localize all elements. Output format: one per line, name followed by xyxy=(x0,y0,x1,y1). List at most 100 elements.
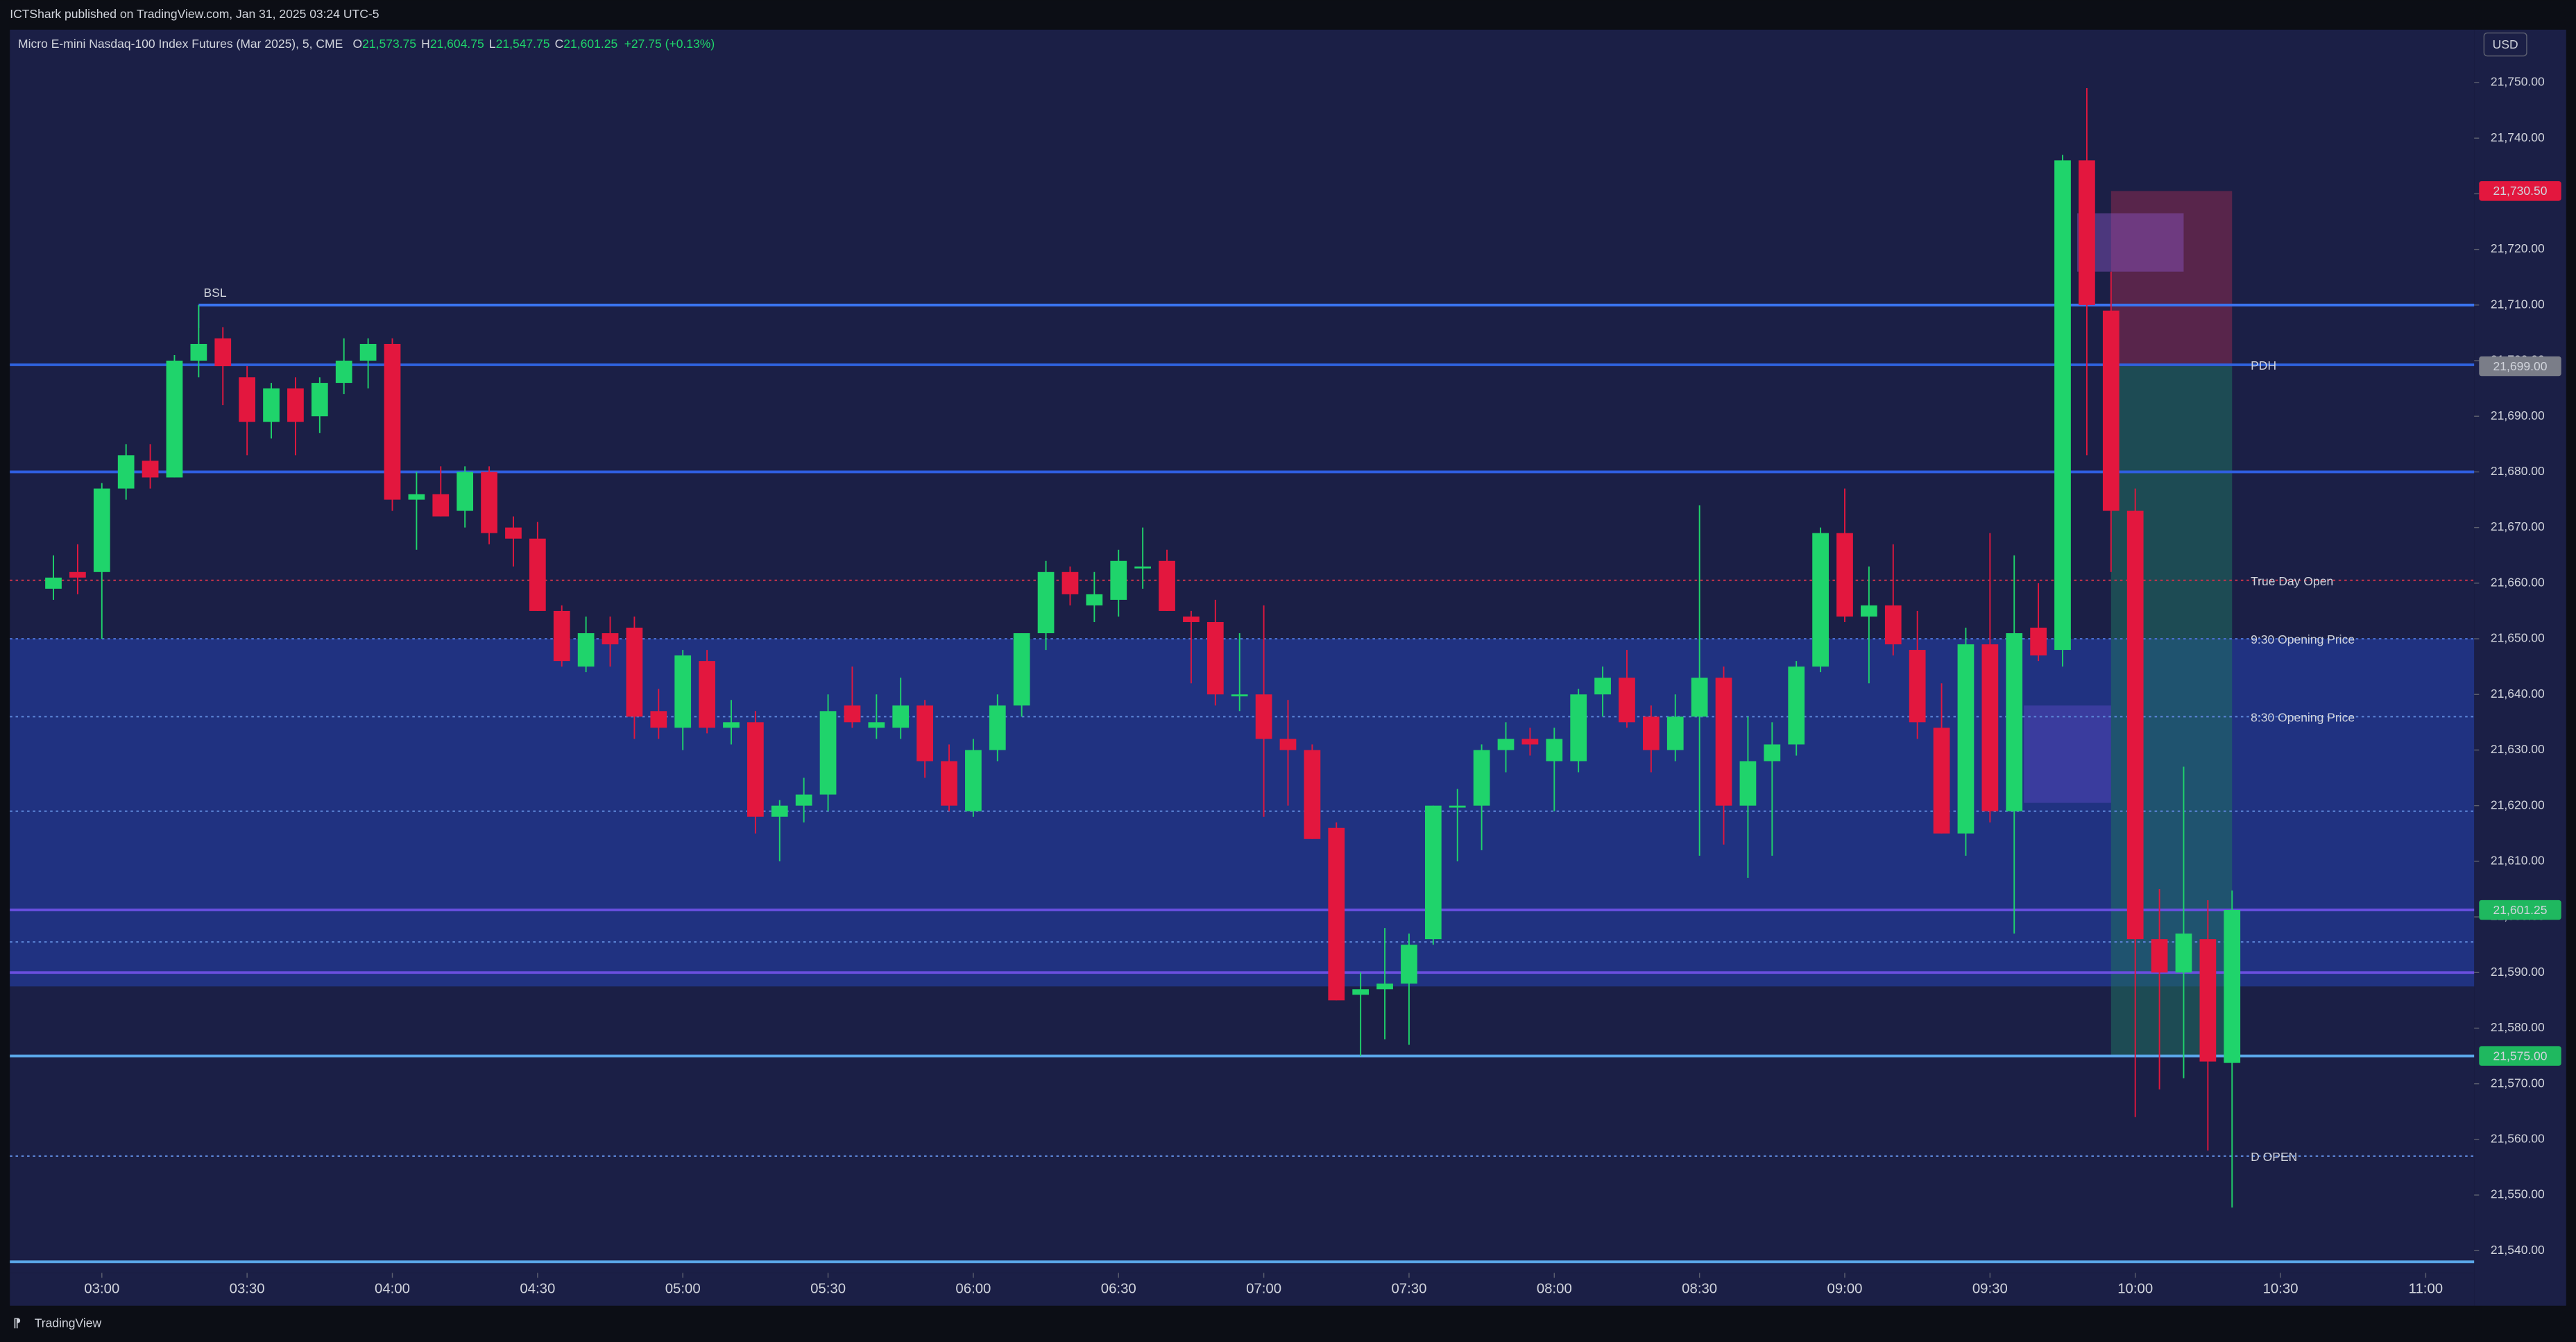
candle-body xyxy=(2079,160,2095,305)
candle-body xyxy=(1739,761,1757,806)
candle-body xyxy=(432,494,450,517)
candle-body xyxy=(2126,510,2144,940)
ohlc-key: H xyxy=(421,37,430,51)
x-tick-label: 05:30 xyxy=(810,1281,846,1296)
candle-body xyxy=(1546,739,1563,762)
axes: 21,540.00 21,550.00 21,560.00 21,570.00 21,5… xyxy=(84,75,2561,1296)
candle-body xyxy=(214,338,232,367)
candle-body xyxy=(2102,310,2119,511)
candle-body xyxy=(1570,694,1587,762)
candle-body xyxy=(69,571,86,578)
candle-body xyxy=(1884,605,1902,645)
zones xyxy=(10,191,2475,1056)
candle-body xyxy=(965,750,982,811)
y-tick-label: 21,660.00 xyxy=(2491,575,2545,589)
candle-body xyxy=(844,705,861,723)
candle-body xyxy=(1206,621,1224,695)
x-tick-label: 04:00 xyxy=(375,1281,410,1296)
y-tick-label: 21,620.00 xyxy=(2491,798,2545,811)
ohlc-key: L xyxy=(489,37,496,51)
candle-body xyxy=(1134,566,1152,569)
candle-body xyxy=(941,761,957,806)
candle-body xyxy=(384,343,401,500)
candle-body xyxy=(868,722,885,728)
candle-body xyxy=(2175,934,2192,973)
candle-body xyxy=(1933,728,1950,834)
ohlc-key: C xyxy=(555,37,564,51)
candle-body xyxy=(577,633,595,667)
logo-mark: ⁋ xyxy=(13,1316,21,1330)
candle-body xyxy=(1037,571,1055,634)
candle-body xyxy=(916,705,933,762)
candle-body xyxy=(1473,750,1490,806)
y-tick-label: 21,650.00 xyxy=(2491,631,2545,645)
price-label: 21,699.00 xyxy=(2493,359,2548,373)
x-tick-label: 04:30 xyxy=(520,1281,555,1296)
candle-body xyxy=(2054,160,2071,651)
candle-body xyxy=(723,722,740,728)
candle-body xyxy=(1279,739,1297,750)
candle-body xyxy=(1255,694,1272,739)
candle-body xyxy=(1594,678,1611,695)
candle-body xyxy=(1061,571,1079,594)
candle-body xyxy=(166,361,183,478)
attribution: ICTShark published on TradingView.com, J… xyxy=(10,7,379,21)
candle-body xyxy=(1957,644,1974,834)
candle-body xyxy=(408,494,425,500)
candle-body xyxy=(989,705,1006,750)
candle-body xyxy=(1909,650,1926,723)
level-label: 9:30 Opening Price xyxy=(2251,633,2355,646)
ohlc-value: 21,604.75 xyxy=(430,37,484,51)
candle-body xyxy=(1861,605,1877,617)
candle-body xyxy=(457,472,474,511)
candle-body xyxy=(1424,805,1442,940)
y-tick-label: 21,670.00 xyxy=(2491,519,2545,533)
zone xyxy=(10,639,2475,987)
candle-body xyxy=(190,343,207,361)
x-tick-label: 07:30 xyxy=(1391,1281,1426,1296)
candle-body xyxy=(1304,750,1321,839)
candle-body xyxy=(1376,983,1393,990)
candle-body xyxy=(529,538,546,611)
x-tick-label: 10:30 xyxy=(2263,1281,2298,1296)
level-label: D OPEN xyxy=(2251,1150,2297,1164)
candle-body xyxy=(1231,694,1248,697)
price-axis xyxy=(2474,29,2566,1306)
x-tick-label: 11:00 xyxy=(2409,1281,2443,1296)
candle-body xyxy=(311,383,328,417)
price-label: 21,601.25 xyxy=(2493,903,2548,917)
candle-body xyxy=(142,461,159,478)
candle-body xyxy=(1619,678,1635,723)
y-tick-label: 21,690.00 xyxy=(2491,408,2545,422)
candle-body xyxy=(1788,666,1805,745)
y-tick-label: 21,740.00 xyxy=(2491,130,2545,144)
candle-body xyxy=(1449,805,1466,808)
candle-body xyxy=(1666,716,1684,750)
brand: TradingView xyxy=(35,1316,102,1330)
candle-body xyxy=(263,388,280,422)
x-tick-label: 03:00 xyxy=(84,1281,119,1296)
level-label: PDH xyxy=(2251,359,2276,372)
x-tick-label: 06:30 xyxy=(1101,1281,1136,1296)
x-tick-label: 10:00 xyxy=(2117,1281,2153,1296)
x-tick-label: 09:30 xyxy=(1972,1281,2008,1296)
candle-body xyxy=(1110,560,1127,600)
price-label-box xyxy=(2479,356,2561,377)
candle-body xyxy=(699,661,715,728)
candle-body xyxy=(795,794,812,806)
y-tick-label: 21,640.00 xyxy=(2491,687,2545,700)
candle-body xyxy=(2199,939,2217,1062)
y-tick-label: 21,680.00 xyxy=(2491,464,2545,478)
y-tick-label: 21,580.00 xyxy=(2491,1020,2545,1034)
price-label: 21,575.00 xyxy=(2493,1049,2548,1063)
price-label-box xyxy=(2479,1046,2561,1066)
x-tick-label: 08:30 xyxy=(1682,1281,1717,1296)
candle-body xyxy=(771,805,788,817)
candle-body xyxy=(1764,744,1781,762)
x-tick-label: 06:00 xyxy=(955,1281,991,1296)
candle-body xyxy=(1981,644,1999,811)
candle-body xyxy=(1521,739,1539,745)
candle-body xyxy=(650,711,667,728)
candle-body xyxy=(287,388,304,422)
